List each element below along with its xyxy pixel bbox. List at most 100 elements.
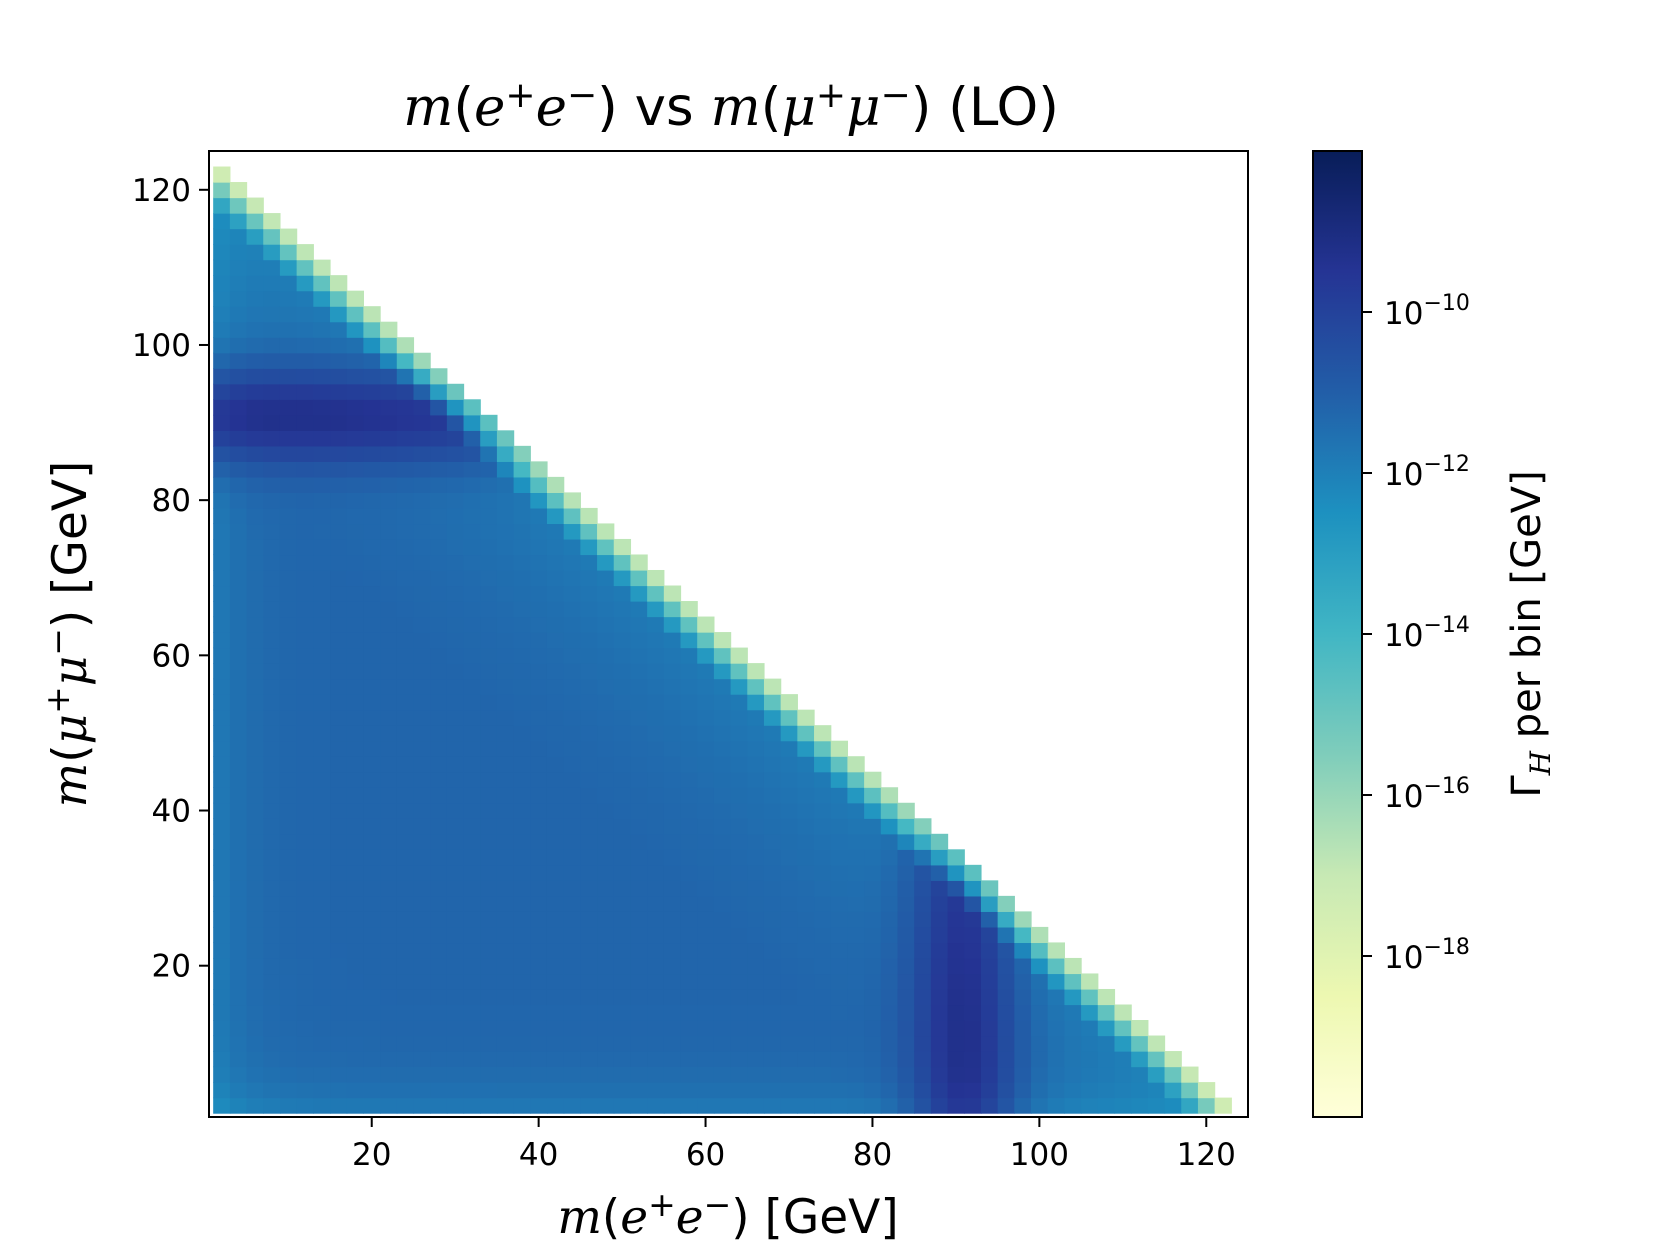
heatmap-cell (864, 988, 882, 1006)
heatmap-cell (897, 1004, 915, 1021)
heatmap-cell (530, 973, 548, 990)
heatmap-cell (213, 1035, 231, 1052)
heatmap-cell (1047, 1004, 1066, 1021)
heatmap-cell (830, 895, 849, 912)
heatmap-cell (396, 461, 415, 478)
heatmap-cell (580, 988, 598, 1006)
heatmap-cell (296, 1082, 314, 1099)
heatmap-cell (680, 957, 698, 975)
heatmap-cell (613, 957, 632, 975)
heatmap-cell (413, 988, 431, 1006)
heatmap-cell (313, 306, 331, 323)
heatmap-cell (413, 585, 431, 602)
heatmap-cell (914, 818, 932, 835)
heatmap-cell (213, 725, 231, 742)
heatmap-cell (580, 942, 598, 959)
heatmap-cell (446, 802, 465, 819)
heatmap-cell (346, 632, 364, 649)
heatmap-cell (947, 880, 965, 897)
heatmap-cell (229, 275, 248, 292)
heatmap-cell (1147, 1082, 1166, 1099)
heatmap-cell (530, 1035, 548, 1052)
heatmap-cell (380, 399, 398, 416)
heatmap-cell (730, 787, 748, 804)
heatmap-cell (463, 1082, 481, 1099)
heatmap-cell (647, 725, 665, 742)
heatmap-cell (346, 880, 364, 897)
heatmap-cell (346, 818, 364, 835)
heatmap-cell (780, 771, 798, 788)
heatmap-cell (213, 601, 231, 618)
heatmap-cell (930, 1020, 949, 1037)
heatmap-cell (1064, 973, 1082, 990)
heatmap-cell (597, 601, 615, 618)
heatmap-cell (396, 864, 415, 881)
heatmap-cell (864, 926, 882, 944)
heatmap-cell (246, 554, 264, 571)
heatmap-cell (229, 787, 248, 804)
heatmap-cell (1214, 1097, 1232, 1114)
heatmap-cell (947, 988, 965, 1006)
heatmap-cell (480, 585, 498, 602)
heatmap-cell (330, 926, 348, 944)
heatmap-cell (263, 818, 281, 835)
heatmap-cell (780, 1004, 798, 1021)
heatmap-cell (363, 1035, 381, 1052)
heatmap-cell (446, 523, 465, 540)
heatmap-cell (713, 802, 732, 819)
heatmap-cell (713, 895, 732, 912)
heatmap-cell (763, 973, 782, 990)
heatmap-cell (263, 554, 281, 571)
heatmap-cell (213, 1082, 231, 1099)
heatmap-cell (430, 1004, 448, 1021)
heatmap-cell (613, 647, 632, 664)
heatmap-cell (380, 538, 398, 556)
heatmap-cell (363, 554, 381, 571)
heatmap-cell (396, 1004, 415, 1021)
heatmap-cell (263, 1097, 281, 1114)
heatmap-cell (930, 1082, 949, 1099)
heatmap-cell (997, 926, 1015, 944)
heatmap-cell (296, 368, 314, 385)
heatmap-cell (613, 771, 632, 788)
heatmap-cell (997, 942, 1015, 959)
heatmap-cell (346, 1097, 364, 1114)
heatmap-cell (513, 476, 531, 493)
heatmap-cell (630, 1035, 648, 1052)
heatmap-cell (930, 864, 949, 881)
heatmap-cell (246, 833, 264, 850)
heatmap-cell (380, 492, 398, 509)
heatmap-cell (246, 973, 264, 990)
heatmap-cell (1031, 1020, 1049, 1037)
heatmap-cell (380, 337, 398, 354)
heatmap-cell (513, 1020, 531, 1037)
heatmap-cell (263, 244, 281, 261)
heatmap-cell (346, 585, 364, 602)
heatmap-cell (463, 538, 481, 556)
heatmap-cell (630, 849, 648, 866)
heatmap-cell (530, 1066, 548, 1083)
heatmap-cell (597, 1051, 615, 1068)
heatmap-cell (396, 1097, 415, 1114)
heatmap-cell (513, 942, 531, 959)
heatmap-cell (680, 1004, 698, 1021)
heatmap-cell (914, 864, 932, 881)
heatmap-cell (380, 616, 398, 633)
heatmap-cell (897, 942, 915, 959)
heatmap-cell (246, 911, 264, 928)
heatmap-cell (647, 849, 665, 866)
heatmap-cell (747, 756, 765, 773)
heatmap-cell (330, 1066, 348, 1083)
heatmap-cell (1031, 926, 1049, 944)
heatmap-cell (797, 725, 815, 742)
heatmap-cell (413, 895, 431, 912)
heatmap-cell (513, 1082, 531, 1099)
heatmap-cell (513, 554, 531, 571)
heatmap-cell (730, 647, 748, 664)
heatmap-cell (647, 1051, 665, 1068)
heatmap-cell (480, 756, 498, 773)
heatmap-cell (797, 1066, 815, 1083)
heatmap-cell (1181, 1097, 1199, 1114)
heatmap-cell (229, 445, 248, 462)
heatmap-cell (313, 1051, 331, 1068)
